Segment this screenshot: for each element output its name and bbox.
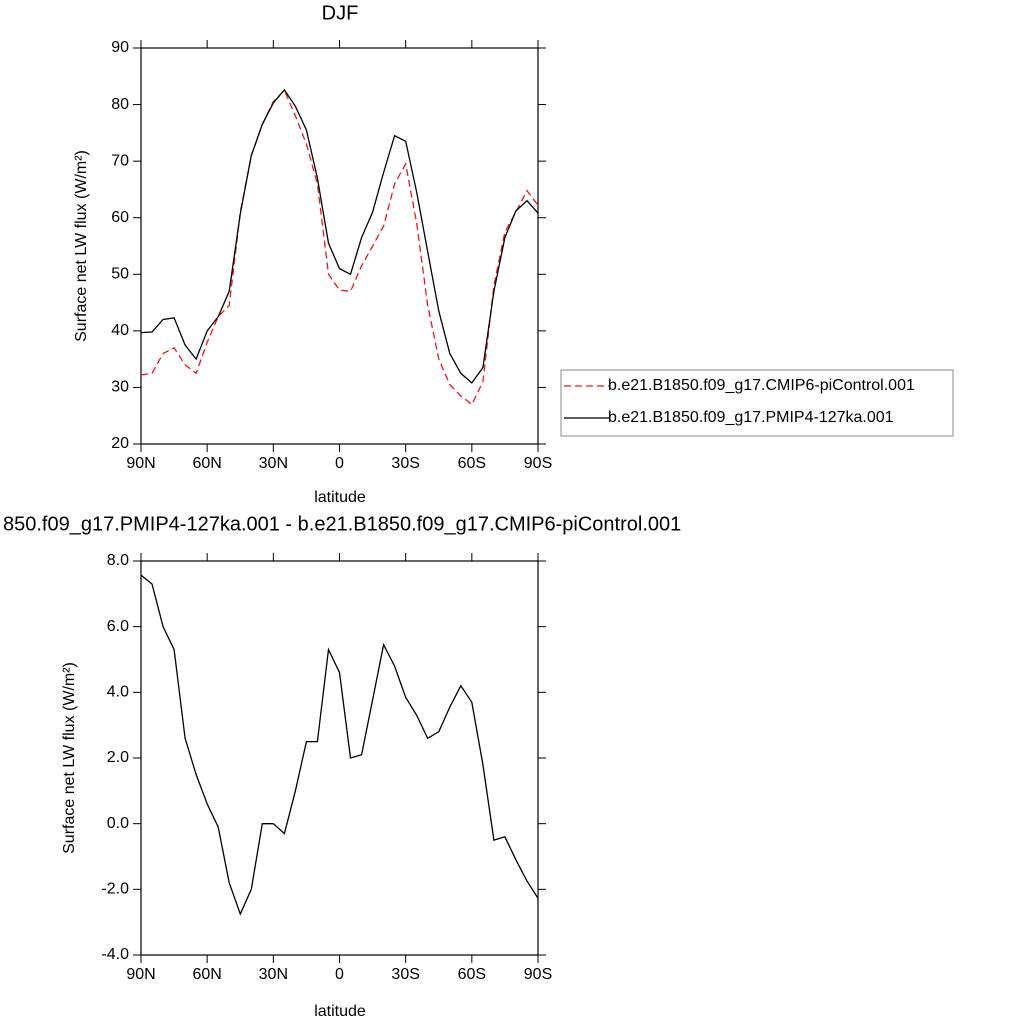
y-tick-label: 70 — [111, 152, 129, 169]
y-tick-label: -2.0 — [101, 881, 129, 898]
x-tick-label: 90S — [524, 966, 552, 983]
legend-box — [560, 369, 954, 437]
y-tick-label: 0.0 — [107, 815, 129, 832]
x-tick-label: 60N — [192, 455, 221, 472]
x-tick-label: 90S — [524, 455, 552, 472]
y-tick-label: 30 — [111, 379, 129, 396]
x-tick-label: 30N — [259, 455, 288, 472]
data-line — [140, 88, 539, 384]
y-tick-label: 6.0 — [107, 618, 129, 635]
data-line — [140, 89, 539, 406]
y-tick-label: 80 — [111, 96, 129, 113]
x-tick-label: 0 — [335, 966, 344, 983]
x-axis-label: latitude — [314, 1003, 366, 1020]
plot-frame — [140, 47, 539, 445]
y-tick-label: 90 — [111, 39, 129, 56]
x-tick-label: 30S — [391, 966, 419, 983]
plot-frame — [140, 560, 539, 956]
chart-title: 850.f09_g17.PMIP4-127ka.001 - b.e21.B185… — [3, 513, 681, 535]
x-tick-label: 60S — [458, 966, 486, 983]
y-tick-label: 8.0 — [107, 552, 129, 569]
y-tick-label: 60 — [111, 209, 129, 226]
x-tick-label: 90N — [126, 966, 155, 983]
y-axis-label: Surface net LW flux (W/m²) — [73, 150, 90, 342]
chart-title: DJF — [322, 2, 359, 24]
y-tick-label: -4.0 — [101, 946, 129, 963]
x-tick-label: 60S — [458, 455, 486, 472]
x-tick-label: 30S — [391, 455, 419, 472]
y-tick-label: 4.0 — [107, 684, 129, 701]
x-tick-label: 60N — [192, 966, 221, 983]
y-tick-label: 2.0 — [107, 749, 129, 766]
y-tick-label: 20 — [111, 435, 129, 452]
x-tick-label: 0 — [335, 455, 344, 472]
y-axis-label: Surface net LW flux (W/m²) — [61, 662, 78, 854]
x-tick-label: 90N — [126, 455, 155, 472]
x-axis-label: latitude — [314, 489, 366, 506]
y-tick-label: 50 — [111, 266, 129, 283]
legend-label: b.e21.B1850.f09_g17.CMIP6-piControl.001 — [608, 377, 915, 394]
y-tick-label: 40 — [111, 322, 129, 339]
legend-label: b.e21.B1850.f09_g17.PMIP4-127ka.001 — [608, 409, 894, 426]
data-line — [140, 574, 539, 916]
x-tick-label: 30N — [259, 966, 288, 983]
